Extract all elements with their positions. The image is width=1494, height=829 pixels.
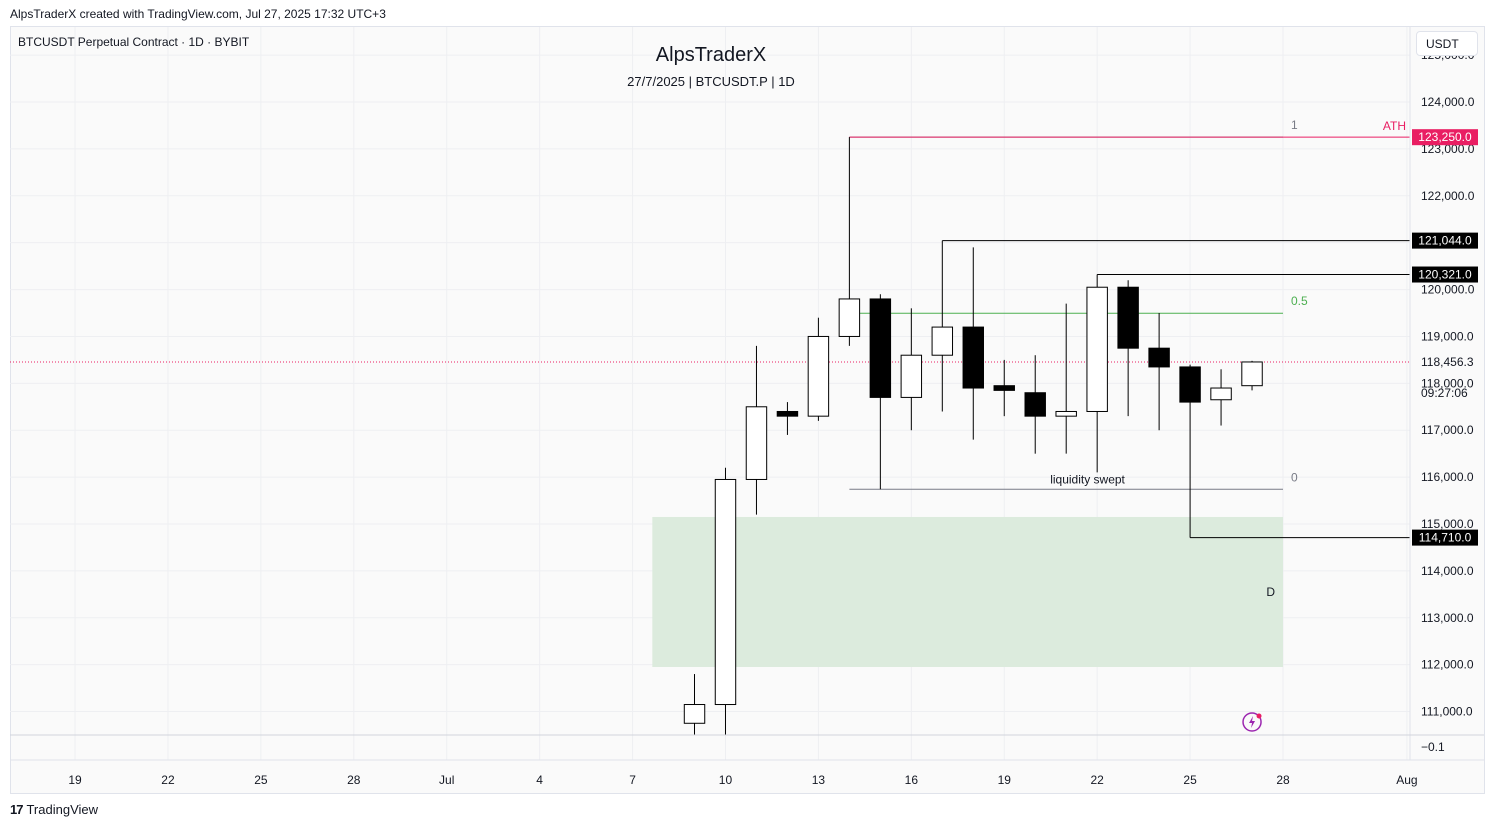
chart-credit: AlpsTraderX created with TradingView.com… <box>10 7 386 21</box>
candle-body <box>683 704 706 724</box>
price-tick-label: 115,000.0 <box>1421 517 1474 531</box>
time-tick-label: 19 <box>998 773 1012 787</box>
fib-level-label: 0 <box>1291 470 1298 484</box>
candle-body <box>869 298 892 398</box>
candle-body <box>993 385 1015 391</box>
candle <box>1210 369 1232 426</box>
time-tick-label: 19 <box>68 773 82 787</box>
volume-pane-label: −0.1 <box>1421 740 1445 754</box>
tradingview-logo[interactable]: 17 TradingView <box>10 802 98 817</box>
candle <box>683 674 706 735</box>
price-badge-label: 121,044.0 <box>1418 234 1472 248</box>
zone-label: D <box>1266 585 1275 599</box>
price-tick-label: 124,000.0 <box>1421 95 1475 109</box>
price-tick-label: 111,000.0 <box>1421 705 1473 719</box>
price-tick-label: 120,000.0 <box>1421 283 1475 297</box>
candle-body <box>776 410 799 417</box>
brand-label: TradingView <box>26 802 99 817</box>
price-tick-label: 122,000.0 <box>1421 189 1475 203</box>
price-tick-label: 116,000.0 <box>1421 470 1474 484</box>
candle <box>807 317 830 421</box>
price-badge <box>1412 266 1478 283</box>
candle-body <box>714 478 737 706</box>
candle-body <box>962 326 984 389</box>
candle-body <box>900 354 923 398</box>
time-tick-label: 13 <box>812 773 826 787</box>
symbol-label[interactable]: BTCUSDT Perpetual Contract · 1D · BYBIT <box>18 35 250 49</box>
current-price-label: 118,456.3 <box>1421 355 1474 369</box>
candle <box>1024 355 1046 454</box>
time-tick-label: 28 <box>347 773 361 787</box>
time-tick-label: 4 <box>536 773 543 787</box>
chart-title: AlpsTraderX <box>655 44 767 66</box>
candle-body <box>807 335 830 417</box>
tradingview-icon: 17 <box>10 802 24 817</box>
candle <box>1055 303 1077 454</box>
time-tick-label: 10 <box>719 773 733 787</box>
candle-body <box>1117 286 1139 349</box>
bar-countdown: 09:27:06 <box>1421 386 1468 400</box>
fib-level-label: 0.5 <box>1291 294 1308 308</box>
time-tick-label: 25 <box>1183 773 1197 787</box>
time-tick-label: 22 <box>1090 773 1104 787</box>
candle-body <box>1148 347 1170 368</box>
candle <box>714 467 737 735</box>
fib-level-label: 1 <box>1291 118 1298 132</box>
annotation-text: liquidity swept <box>1050 472 1125 486</box>
price-badge <box>1412 232 1478 249</box>
candle <box>838 137 861 346</box>
candle <box>900 308 923 431</box>
price-tick-label: 123,000.0 <box>1421 142 1475 156</box>
candle-body <box>1241 361 1263 387</box>
bolt-dot <box>1256 713 1262 719</box>
bolt-icon <box>1242 712 1262 732</box>
candle-body <box>838 298 861 337</box>
currency-button[interactable]: USDT <box>1416 31 1478 56</box>
time-tick-label: 16 <box>905 773 919 787</box>
candle-body <box>745 406 768 480</box>
candle-body <box>931 326 954 356</box>
candle <box>869 294 892 490</box>
level-tag: ATH <box>1383 119 1406 133</box>
candle <box>993 359 1015 417</box>
candle <box>1086 274 1108 473</box>
candle <box>776 402 799 435</box>
time-tick-label: 22 <box>161 773 175 787</box>
candle <box>1117 280 1139 417</box>
time-tick-label: 28 <box>1276 773 1290 787</box>
candle-body <box>1024 392 1046 417</box>
price-tick-label: 117,000.0 <box>1421 423 1474 437</box>
price-tick-label: 112,000.0 <box>1421 658 1474 672</box>
price-tick-label: 113,000.0 <box>1421 611 1474 625</box>
candle-body <box>1179 366 1201 403</box>
candle <box>1148 313 1170 431</box>
chart-subtitle: 27/7/2025 | BTCUSDT.P | 1D <box>627 74 795 89</box>
candle-body <box>1210 387 1232 401</box>
price-tick-label: 119,000.0 <box>1421 329 1474 343</box>
candle <box>1179 364 1201 538</box>
price-badge <box>1412 129 1478 146</box>
bolt-glyph <box>1249 716 1256 728</box>
candle <box>1241 360 1263 391</box>
price-tick-label: 114,000.0 <box>1421 564 1474 578</box>
price-tick-label: 118,000.0 <box>1421 376 1474 390</box>
time-tick-label: Aug <box>1396 773 1417 787</box>
price-badge <box>1412 529 1478 546</box>
candle-body <box>1086 286 1108 412</box>
time-tick-label: 7 <box>629 773 636 787</box>
candle <box>962 247 984 440</box>
candle-body <box>1055 410 1077 417</box>
candle <box>931 240 954 412</box>
price-badge-label: 114,710.0 <box>1419 531 1472 545</box>
price-badge-label: 123,250.0 <box>1418 130 1472 144</box>
price-badge-label: 120,321.0 <box>1418 268 1472 282</box>
demand-zone <box>652 516 1284 668</box>
time-tick-label: 25 <box>254 773 268 787</box>
candle <box>745 345 768 515</box>
time-tick-label: Jul <box>439 773 454 787</box>
